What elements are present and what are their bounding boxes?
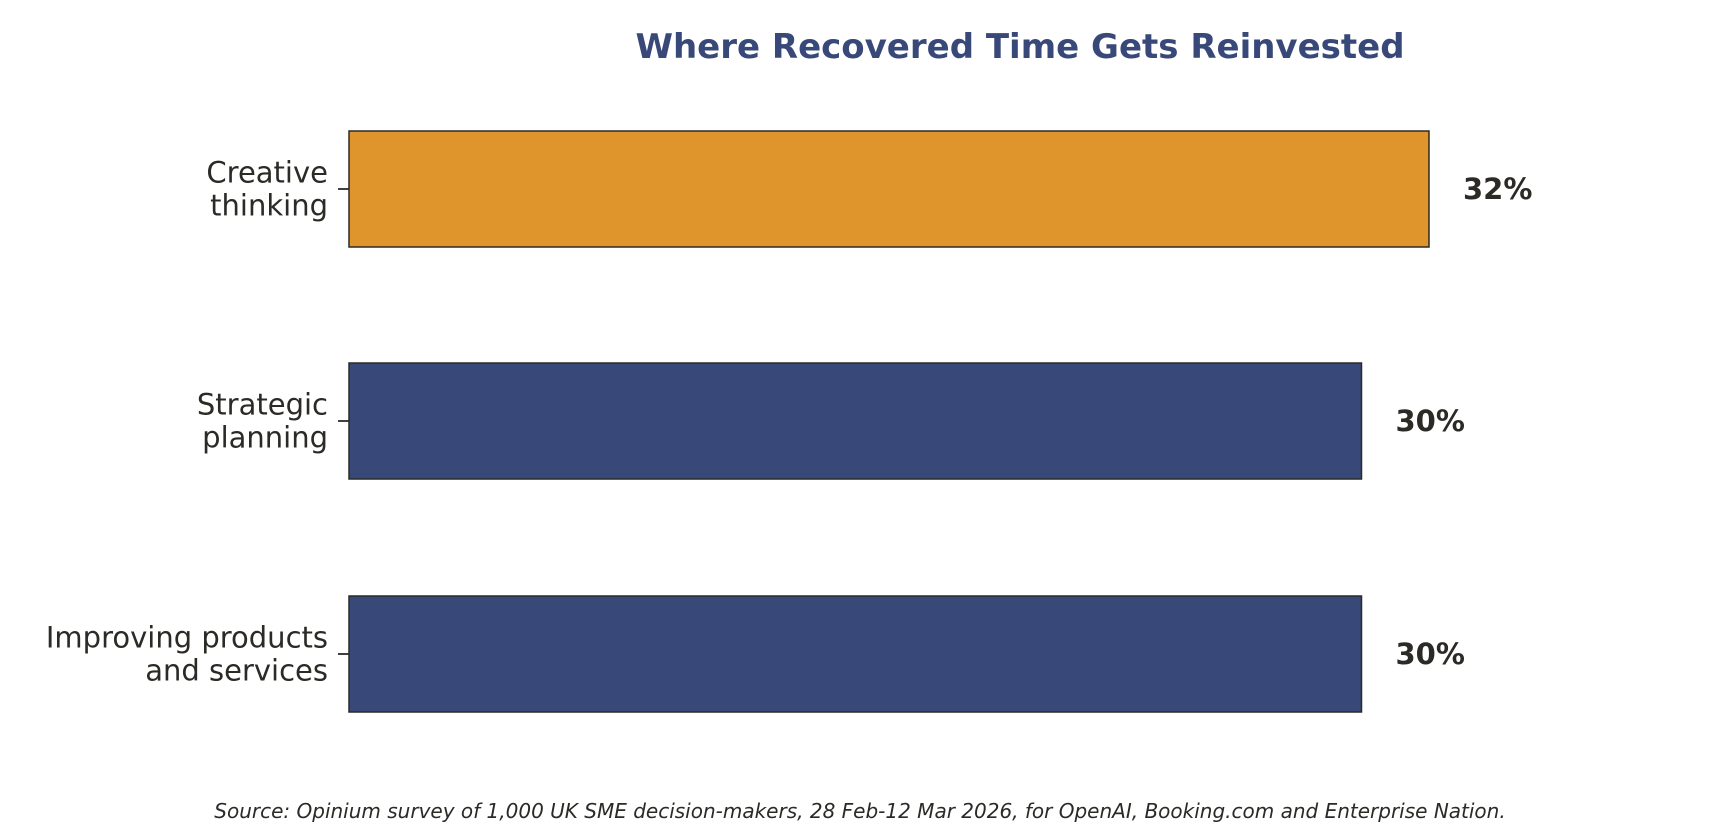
value-label-2: 30% [1396,637,1465,671]
category-labels: Creative thinking Strategic planning Improvi… [46,156,328,688]
value-labels: 32% 30% 30% [1396,172,1533,671]
value-label-0: 32% [1463,172,1532,206]
bars-group [338,130,1430,713]
bar-0 [348,130,1430,248]
bar-1 [348,362,1363,480]
chart-title: Where Recovered Time Gets Reinvested [635,27,1404,67]
category-label-0: Creative thinking [206,156,328,223]
bar-2 [348,595,1363,713]
value-label-1: 30% [1396,404,1465,438]
category-label-2: Improving products and services [46,621,328,688]
category-label-1: Strategic planning [197,388,328,455]
source-note: Source: Opinium survey of 1,000 UK SME d… [214,799,1505,823]
